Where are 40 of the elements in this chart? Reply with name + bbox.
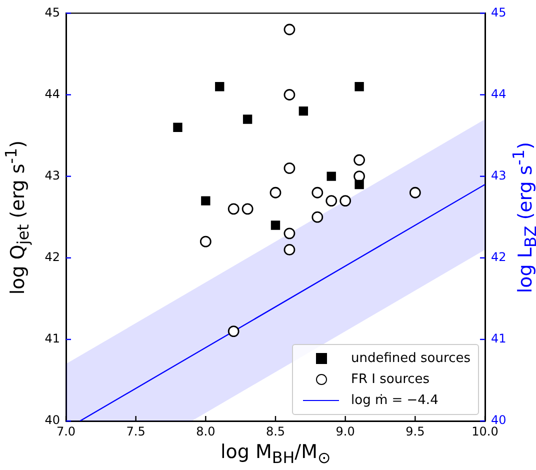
point bbox=[270, 186, 282, 198]
x-tick-label: 9.5 bbox=[406, 424, 425, 438]
point bbox=[340, 195, 352, 206]
y-tick-label: 45 bbox=[44, 5, 60, 20]
y2-tick-label: 41 bbox=[491, 332, 506, 346]
point bbox=[354, 82, 364, 92]
point bbox=[326, 172, 336, 181]
x-tick-label: 9.0 bbox=[336, 424, 355, 438]
legend-label: undefined sources bbox=[351, 351, 470, 366]
point bbox=[298, 106, 308, 116]
point bbox=[201, 196, 210, 206]
x-tick-label: 8.0 bbox=[196, 424, 216, 438]
y-tick-label: 44 bbox=[44, 86, 60, 101]
point bbox=[200, 236, 212, 248]
point bbox=[228, 203, 240, 215]
y2-tick-label: 45 bbox=[491, 5, 506, 20]
point bbox=[284, 89, 296, 100]
point bbox=[173, 122, 182, 132]
point bbox=[242, 114, 252, 124]
point bbox=[312, 211, 324, 223]
y2-tick-label: 43 bbox=[491, 168, 506, 182]
y2-tick-label: 42 bbox=[491, 250, 506, 264]
legend-label: log ṁ = −4.4 bbox=[351, 393, 438, 408]
point bbox=[215, 82, 224, 92]
point bbox=[312, 186, 324, 198]
point bbox=[228, 326, 240, 337]
x-tick-label: 8.5 bbox=[266, 424, 286, 438]
y-tick-label: 41 bbox=[44, 332, 60, 346]
point bbox=[284, 228, 296, 240]
point bbox=[354, 180, 364, 190]
x-axis-title: log M$_{BH}$/M$_{⊙}$ bbox=[220, 441, 331, 467]
legend-label: FR I sources bbox=[351, 372, 430, 387]
point bbox=[354, 154, 365, 166]
y-tick-label: 42 bbox=[44, 250, 60, 264]
point bbox=[284, 244, 296, 256]
point bbox=[409, 186, 421, 198]
y-tick-label: 43 bbox=[44, 168, 60, 182]
point bbox=[270, 220, 280, 230]
x-tick-label: 7.5 bbox=[126, 424, 146, 438]
y2-tick-label: 44 bbox=[491, 86, 506, 101]
